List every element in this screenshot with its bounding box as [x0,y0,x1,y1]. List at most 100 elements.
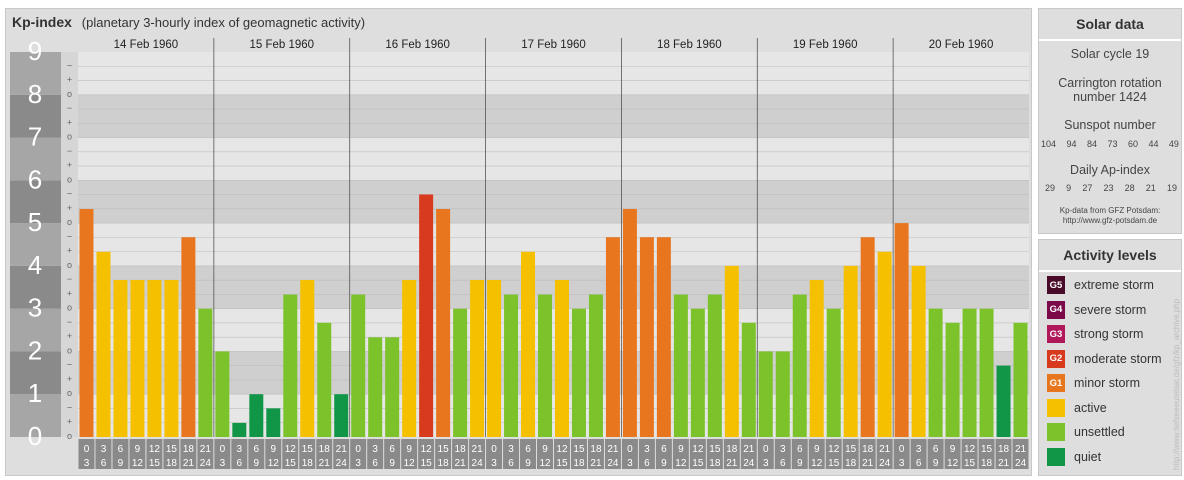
hour-start-label: 0 [220,444,226,455]
y-tick-label: 2 [28,335,42,365]
hour-start-label: 6 [661,444,667,455]
ap-value: 28 [1124,183,1135,193]
sub-tick-label: − [67,360,72,370]
sub-tick-label: o [67,345,72,355]
hour-end-label: 6 [916,458,922,469]
plot-band [78,180,1029,224]
hour-end-label: 18 [845,458,857,469]
hour-end-label: 15 [964,458,976,469]
legend-swatch: G4 [1047,300,1065,319]
hour-box [638,439,655,469]
legend-item: G5 extreme storm [1047,275,1154,295]
hour-start-label: 0 [84,444,90,455]
hour-box [537,439,553,469]
hour-box [791,439,808,469]
hour-box [214,439,231,469]
hour-end-label: 15 [828,458,840,469]
hour-start-label: 3 [101,444,107,455]
hour-end-label: 15 [285,458,297,469]
ap-value: 23 [1103,183,1114,193]
legend-label: extreme storm [1074,278,1154,292]
hour-box [723,439,740,469]
kp-bar [775,351,790,437]
hour-start-label: 0 [763,444,769,455]
hour-box [129,439,146,469]
sub-tick-label: o [67,174,72,184]
hour-box [146,439,163,469]
y-tick-label: 1 [28,378,42,408]
hour-box [95,439,112,469]
kp-bar [911,265,926,437]
hour-box [876,439,893,469]
hour-end-label: 3 [491,458,497,469]
legend-label: severe storm [1074,302,1147,317]
sub-tick-label: + [67,417,72,427]
kp-bar [928,308,943,437]
hour-end-label: 24 [336,458,348,469]
kp-bar [792,294,807,437]
hour-start-label: 9 [271,444,277,455]
hour-end-label: 6 [508,458,514,469]
y-axis-band [10,52,61,95]
day-label: 18 Feb 1960 [657,39,722,51]
day-label: 17 Feb 1960 [521,39,586,51]
plot-band [78,137,1029,181]
hour-end-label: 9 [661,458,667,469]
hour-start-label: 9 [542,444,548,455]
hour-end-label: 18 [981,458,993,469]
hour-box [384,439,401,469]
kp-bar [894,223,909,437]
hour-start-label: 21 [472,444,484,455]
hour-box [486,439,503,469]
hour-start-label: 21 [879,444,891,455]
hour-start-label: 15 [438,444,450,455]
hour-end-label: 12 [675,458,687,469]
kp-bar [487,280,502,437]
hour-box [265,439,282,469]
hour-end-label: 18 [166,458,178,469]
sunspot-value: 73 [1107,139,1118,149]
hour-box [740,439,757,469]
ap-value: 9 [1066,183,1072,193]
kp-bar [147,280,162,437]
hour-start-label: 15 [573,444,585,455]
data-source-link[interactable]: http://www.gfz-potsdam.de [1062,216,1158,225]
kp-bar [79,208,94,437]
y-tick-label: 8 [28,79,42,109]
legend-swatch: G3 [1047,325,1065,343]
kp-bar [436,208,451,437]
carrington-line-1: Carrington rotation [1058,76,1162,90]
kp-bar [317,322,332,437]
hour-start-label: 18 [590,444,602,455]
hour-box [401,439,418,469]
hour-start-label: 3 [508,444,514,455]
hour-start-label: 9 [135,444,141,455]
hour-box [944,439,961,469]
sub-tick-label: − [67,103,72,113]
hour-box [961,439,978,469]
hour-start-label: 21 [336,444,348,455]
sub-tick-column [61,52,78,437]
kp-bar [164,280,179,437]
hour-end-label: 9 [525,458,531,469]
ap-value: 29 [1045,183,1056,193]
legend-swatch [1047,447,1065,466]
hour-start-label: 6 [933,444,939,455]
sub-tick-label: − [67,274,72,284]
hour-start-label: 21 [607,444,619,455]
kp-bar [622,208,637,437]
legend-item: G4 severe storm [1047,300,1146,320]
y-tick-label: 5 [28,207,42,237]
hour-box [78,439,95,469]
hour-box [570,439,587,469]
hour-end-label: 21 [998,458,1010,469]
hour-box [282,439,299,469]
hour-end-label: 6 [101,458,107,469]
plot-band [78,94,1029,138]
kp-bar [758,351,773,437]
y-axis-band [10,265,61,309]
solar-data-panel: Solar data Solar cycle 19 Carrington rot… [1038,8,1182,234]
hour-end-label: 12 [404,458,416,469]
kp-bar [96,251,111,437]
hour-end-label: 3 [84,458,90,469]
